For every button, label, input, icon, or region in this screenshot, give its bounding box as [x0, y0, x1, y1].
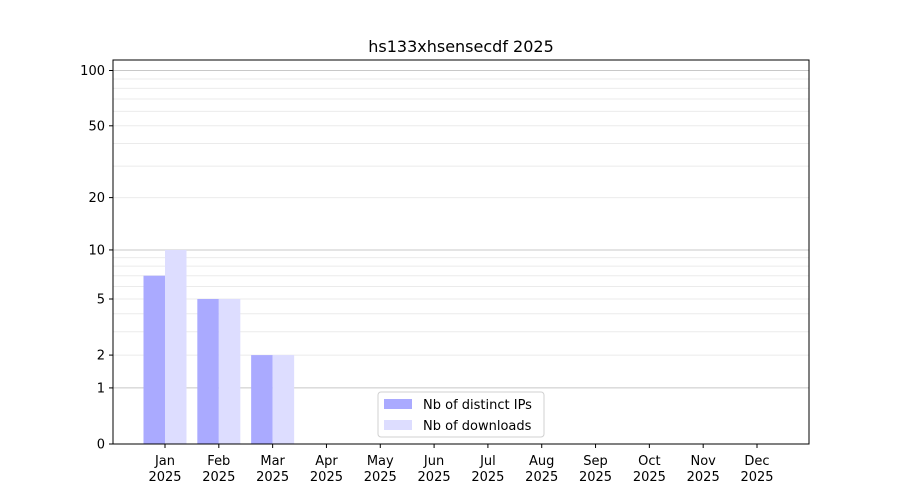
legend: Nb of distinct IPs Nb of downloads: [377, 391, 545, 438]
x-tick-label: Jun 2025: [418, 454, 451, 485]
x-tick-label-line: 2025: [364, 470, 397, 485]
x-tick-label: May 2025: [364, 454, 397, 485]
chart-title: hs133xhsensecdf 2025: [368, 37, 554, 56]
x-tick-label-line: Nov: [690, 454, 716, 469]
y-tick-label: 5: [97, 292, 105, 307]
legend-swatch: [384, 420, 412, 430]
y-tick-label: 20: [88, 191, 105, 206]
x-tick-label-line: Jan: [154, 454, 175, 469]
x-tick-label-line: 2025: [687, 470, 720, 485]
y-tick-label: 100: [80, 64, 105, 79]
bar-downloads: [218, 298, 241, 444]
x-tick-label-line: 2025: [633, 470, 666, 485]
x-tick-label-line: Feb: [207, 454, 230, 469]
x-tick-label: Jan 2025: [148, 454, 181, 485]
y-tick-label: 0: [97, 438, 105, 453]
x-tick-label-line: Apr: [315, 454, 338, 469]
x-tick-label-line: Aug: [529, 454, 554, 469]
x-tick-label: Apr 2025: [310, 454, 343, 485]
legend-label: Nb of distinct IPs: [423, 398, 532, 413]
x-tick-label: Jul 2025: [471, 454, 504, 485]
x-tick-label-line: 2025: [525, 470, 558, 485]
x-tick-label-line: 2025: [310, 470, 343, 485]
x-tick-label-line: May: [367, 454, 394, 469]
plot-frame: [112, 59, 810, 445]
y-tick-label: 1: [97, 381, 105, 396]
bar-downloads: [165, 249, 187, 444]
x-tick-label: Nov 2025: [687, 454, 720, 485]
x-tick-label-line: Sep: [583, 454, 608, 469]
bar-distinct-ips: [143, 275, 165, 444]
x-tick-label: Sep 2025: [579, 454, 612, 485]
x-tick-label-line: 2025: [471, 470, 504, 485]
y-tick-label: 2: [97, 349, 105, 364]
legend-label: Nb of downloads: [423, 419, 532, 434]
y-axis: 0 1 2 5 10 20 50 100: [80, 64, 113, 453]
x-tick-label-line: Oct: [638, 454, 660, 469]
x-tick-label-line: Dec: [744, 454, 769, 469]
bar-downloads: [272, 355, 295, 444]
y-tick-label: 50: [88, 119, 105, 134]
x-tick-label-line: Jul: [479, 454, 496, 469]
legend-swatch: [384, 399, 412, 409]
x-tick-label: Mar 2025: [256, 454, 289, 485]
bar-distinct-ips: [251, 355, 273, 444]
x-tick-label-line: 2025: [256, 470, 289, 485]
x-tick-label: Feb 2025: [202, 454, 235, 485]
x-tick-label-line: 2025: [418, 470, 451, 485]
bars: [143, 249, 295, 444]
bar-distinct-ips: [197, 298, 219, 444]
x-tick-label-line: 2025: [202, 470, 235, 485]
legend-box: [377, 391, 545, 438]
x-tick-label: Dec 2025: [740, 454, 773, 485]
x-tick-label-line: Mar: [260, 454, 285, 469]
gridlines: [113, 70, 809, 389]
x-tick-label-line: 2025: [579, 470, 612, 485]
x-tick-label-line: 2025: [740, 470, 773, 485]
x-tick-label: Oct 2025: [633, 454, 666, 485]
y-tick-label: 10: [88, 243, 105, 258]
x-tick-label-line: Jun: [423, 454, 444, 469]
x-tick-label-line: 2025: [148, 470, 181, 485]
x-tick-label: Aug 2025: [525, 454, 558, 485]
